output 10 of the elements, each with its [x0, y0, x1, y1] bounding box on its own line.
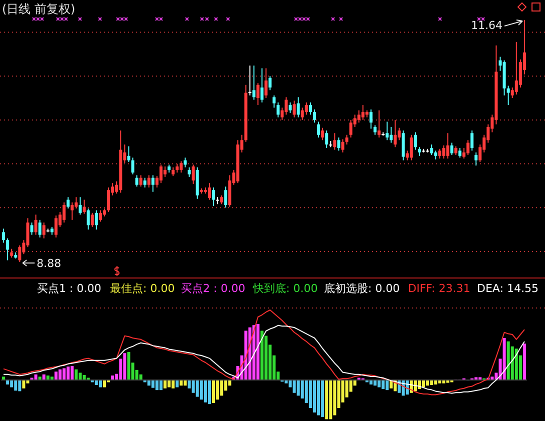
text: 买点1 : 0.00 — [37, 282, 102, 295]
text: 最佳点: 0.00 — [110, 282, 175, 295]
text: 买点2 : 0.00 — [181, 282, 246, 295]
text: DIFF: 23.31 — [408, 282, 470, 295]
text: 底初选股: 0.00 — [324, 282, 400, 295]
chart-title: (日线 前复权) — [2, 2, 76, 16]
text: 快到底: 0.00 — [252, 282, 318, 295]
text: DEA: 14.55 — [477, 282, 538, 295]
annotation: 11.64 — [470, 19, 502, 32]
annotation: 8.88 — [36, 257, 62, 270]
